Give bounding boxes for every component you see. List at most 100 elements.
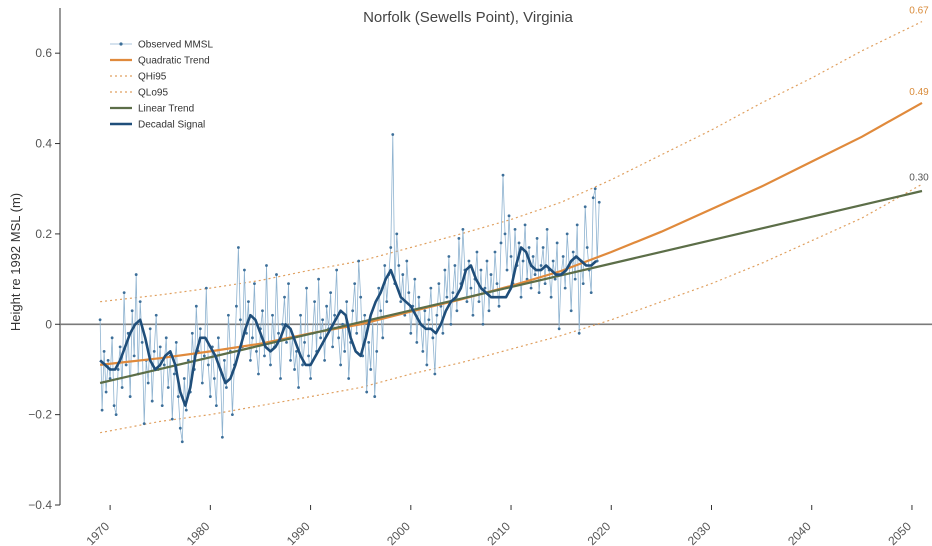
- observed-mmsl-point: [533, 273, 537, 276]
- observed-mmsl-point: [447, 255, 451, 258]
- observed-mmsl-point: [339, 363, 343, 367]
- observed-mmsl-point: [150, 399, 154, 403]
- observed-mmsl-point: [493, 250, 497, 254]
- observed-mmsl-point: [239, 318, 242, 322]
- observed-mmsl-point: [281, 322, 284, 326]
- observed-mmsl-point: [222, 359, 226, 362]
- observed-mmsl-point: [164, 336, 168, 340]
- observed-mmsl-point: [469, 286, 473, 290]
- observed-mmsl-point: [523, 223, 527, 227]
- observed-mmsl-point: [130, 309, 134, 313]
- observed-mmsl-point: [202, 354, 206, 358]
- observed-mmsl-point: [395, 232, 399, 236]
- observed-mmsl-point: [230, 413, 234, 417]
- observed-mmsl-point: [257, 372, 260, 376]
- observed-mmsl-point: [114, 413, 118, 417]
- plot-area: [98, 21, 923, 444]
- observed-mmsl-point: [128, 395, 132, 398]
- observed-mmsl-point: [116, 368, 120, 371]
- observed-mmsl-point: [527, 246, 531, 249]
- observed-mmsl-point: [132, 354, 136, 358]
- observed-mmsl-point: [152, 349, 156, 353]
- observed-mmsl-point: [485, 259, 489, 263]
- observed-mmsl-point: [170, 417, 174, 421]
- observed-mmsl-point: [443, 268, 447, 272]
- observed-mmsl-point: [391, 133, 395, 136]
- observed-mmsl-point: [431, 336, 435, 340]
- y-tick-label: 0.6: [35, 46, 52, 60]
- observed-mmsl-point: [325, 304, 329, 308]
- observed-mmsl-point: [365, 390, 369, 394]
- observed-mmsl-point: [563, 286, 567, 290]
- observed-mmsl-point: [271, 313, 274, 317]
- end-label-quadratic-trend: 0.49: [909, 87, 929, 98]
- observed-mmsl-point: [509, 255, 513, 258]
- observed-mmsl-point: [299, 313, 302, 317]
- observed-mmsl-point: [519, 295, 523, 299]
- observed-mmsl-point: [124, 363, 128, 367]
- observed-mmsl-point: [214, 404, 218, 407]
- observed-mmsl-point: [142, 422, 146, 426]
- y-tick-label: 0.2: [35, 227, 52, 241]
- observed-mmsl-point: [345, 300, 349, 304]
- observed-mmsl-point: [305, 286, 308, 290]
- observed-mmsl-point: [517, 241, 521, 245]
- observed-mmsl-point: [481, 322, 485, 326]
- observed-mmsl-point: [255, 349, 258, 353]
- observed-mmsl-point: [200, 381, 204, 385]
- observed-mmsl-point: [597, 200, 601, 204]
- y-axis-label: Height re 1992 MSL (m): [8, 193, 23, 331]
- observed-mmsl-point: [277, 331, 280, 335]
- observed-mmsl-point: [435, 313, 439, 317]
- observed-mmsl-point: [245, 331, 248, 335]
- observed-mmsl-point: [569, 309, 573, 313]
- observed-mmsl-point: [553, 277, 557, 281]
- observed-mmsl-point: [589, 291, 593, 295]
- observed-mmsl-point: [138, 300, 142, 304]
- observed-mmsl-point: [317, 277, 320, 281]
- observed-mmsl-point: [351, 309, 355, 313]
- legend-label-qlo95: QLo95: [138, 88, 168, 99]
- observed-mmsl-point: [335, 268, 339, 272]
- observed-mmsl-point: [357, 259, 361, 263]
- chart-title: Norfolk (Sewells Point), Virginia: [363, 9, 573, 26]
- x-tick-label: 1990: [284, 519, 313, 546]
- observed-mmsl-point: [166, 386, 170, 389]
- x-tick-label: 2000: [384, 519, 413, 546]
- observed-mmsl-point: [212, 377, 216, 380]
- observed-mmsl-point: [555, 241, 559, 245]
- observed-mmsl-point: [237, 246, 240, 249]
- observed-mmsl-point: [120, 386, 124, 389]
- observed-mmsl-point: [198, 327, 202, 331]
- observed-mmsl-point: [487, 309, 491, 313]
- observed-mmsl-point: [483, 286, 487, 290]
- x-tick-label: 2050: [885, 519, 914, 546]
- observed-mmsl-point: [154, 313, 158, 317]
- observed-mmsl-point: [263, 354, 266, 358]
- observed-mmsl-point: [275, 273, 278, 276]
- observed-mmsl-point: [475, 250, 479, 254]
- observed-mmsl-point: [106, 359, 110, 362]
- observed-mmsl-point: [409, 331, 413, 335]
- observed-mmsl-point: [216, 336, 220, 340]
- observed-mmsl-point: [251, 336, 254, 340]
- observed-mmsl-point: [289, 359, 292, 362]
- observed-mmsl-point: [373, 395, 377, 398]
- observed-mmsl-point: [363, 313, 367, 317]
- observed-mmsl-point: [377, 286, 381, 290]
- observed-mmsl-point: [535, 237, 539, 240]
- observed-mmsl-point: [505, 268, 509, 272]
- y-tick-label: 0.4: [35, 137, 52, 151]
- x-tick-label: 2010: [484, 519, 513, 546]
- observed-mmsl-point: [385, 300, 389, 304]
- observed-mmsl-point: [415, 340, 419, 344]
- observed-mmsl-point: [100, 408, 104, 412]
- observed-mmsl-point: [399, 300, 403, 304]
- observed-mmsl-point: [403, 313, 407, 317]
- observed-mmsl-point: [449, 322, 453, 326]
- observed-mmsl-point: [575, 223, 579, 227]
- observed-mmsl-point: [102, 349, 106, 353]
- observed-mmsl-point: [461, 227, 465, 231]
- y-tick-label: −0.2: [28, 408, 52, 422]
- observed-mmsl-point: [226, 313, 230, 317]
